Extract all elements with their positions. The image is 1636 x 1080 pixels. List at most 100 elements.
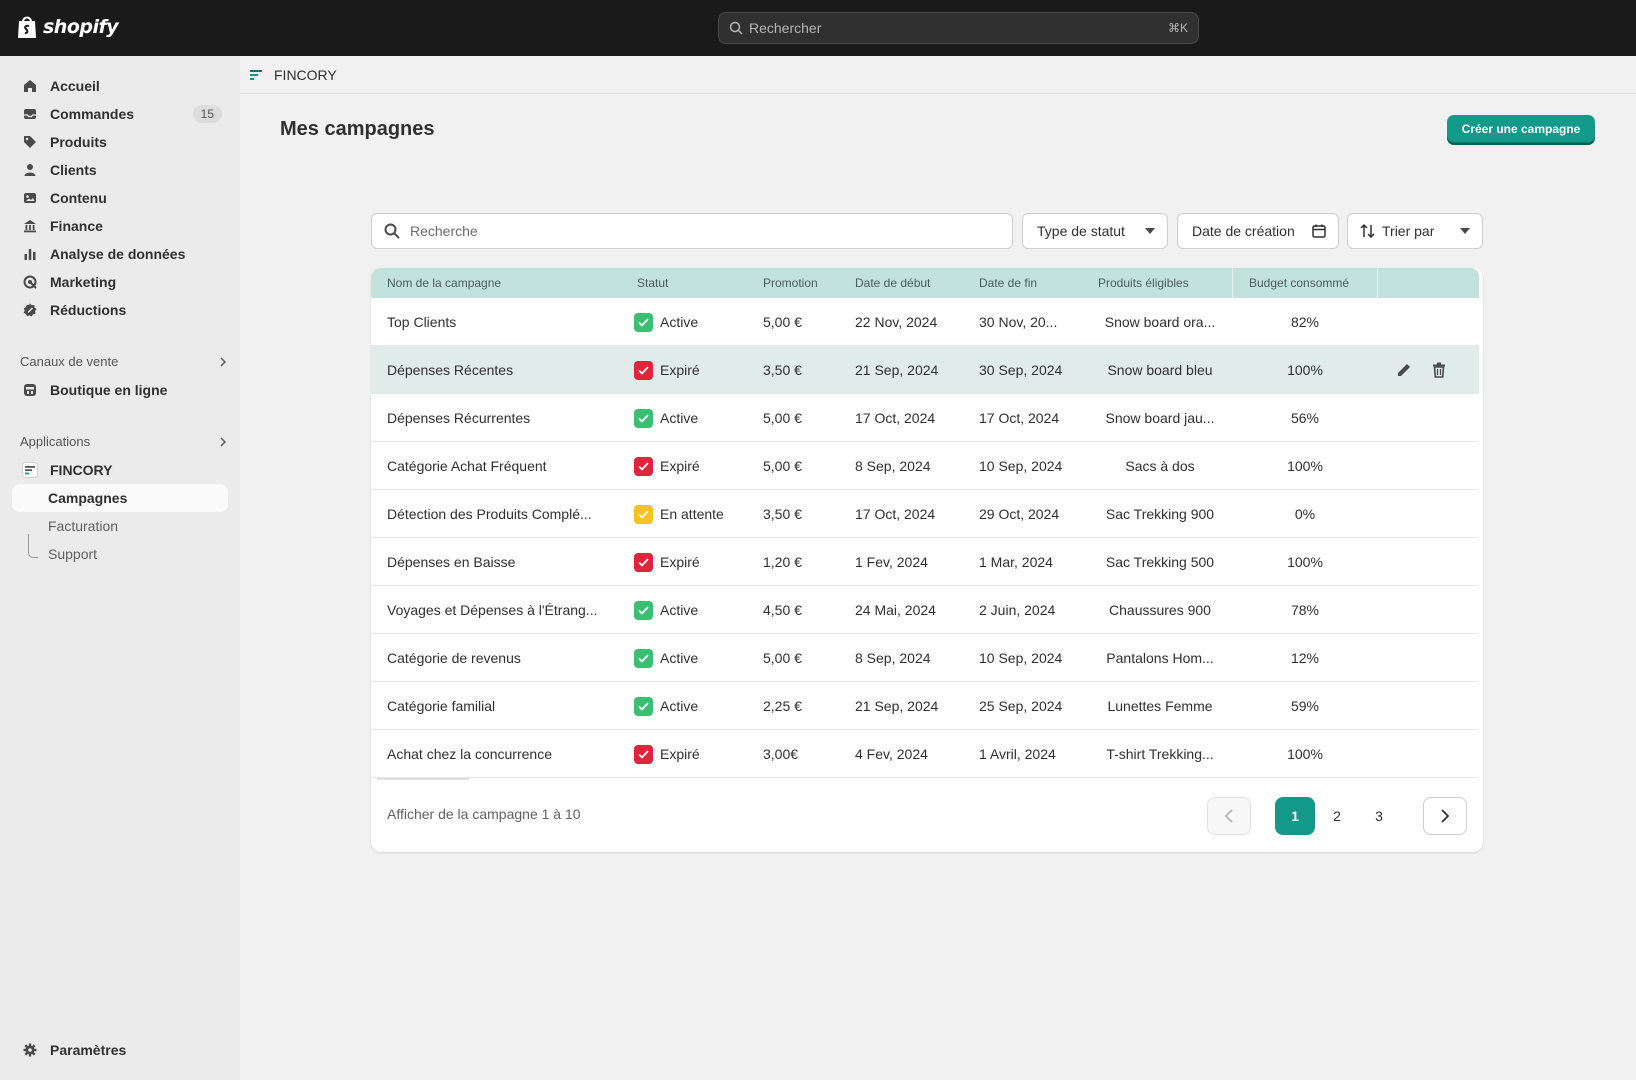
sort-label: Trier par — [1382, 223, 1435, 239]
status-cell: Active — [634, 298, 754, 346]
sidebar-item-marketing[interactable]: Marketing — [12, 268, 228, 296]
create-campaign-button[interactable]: Créer une campagne — [1447, 115, 1595, 143]
table-row[interactable]: Dépenses Récentes Expiré 3,50 € 21 Sep, 202… — [371, 346, 1479, 394]
calendar-icon — [1312, 224, 1326, 238]
end-date: 1 Mar, 2024 — [979, 554, 1053, 570]
column-header[interactable]: Promotion — [763, 276, 818, 290]
caret-down-icon — [1460, 228, 1470, 234]
shopify-logo[interactable]: shopify — [16, 14, 119, 40]
column-header[interactable]: Date de début — [855, 276, 931, 290]
table-row[interactable]: Catégorie Achat Fréquent Expiré 5,00 € 8 Se… — [371, 442, 1479, 490]
sidebar-subitem-facturation[interactable]: Facturation — [48, 518, 119, 534]
table-row[interactable]: Voyages et Dépenses à l'Étrang... Active 4… — [371, 586, 1479, 634]
sidebar-item-produits[interactable]: Produits — [12, 128, 228, 156]
eligible-products: Chaussures 900 — [1109, 602, 1211, 618]
column-header[interactable]: Nom de la campagne — [387, 276, 502, 290]
sidebar-item-accueil[interactable]: Accueil — [12, 72, 228, 100]
promotion-value: 1,20 € — [763, 554, 802, 570]
table-row[interactable]: Dépenses Récurrentes Active 5,00 € 17 Oct, … — [371, 394, 1479, 442]
sort-by-button[interactable]: Trier par — [1347, 213, 1483, 249]
status-label: Active — [660, 698, 699, 714]
start-date: 22 Nov, 2024 — [855, 314, 938, 330]
status-cell: Active — [634, 586, 754, 634]
creation-date-filter[interactable]: Date de création — [1177, 213, 1339, 249]
sidebar-item-reductions[interactable]: Réductions — [12, 296, 228, 324]
end-date: 17 Oct, 2024 — [979, 410, 1060, 426]
global-search-input[interactable]: Rechercher ⌘K — [718, 12, 1199, 44]
sidebar-item-fincory[interactable]: FINCORY — [12, 456, 228, 484]
target-icon — [22, 274, 38, 290]
sidebar-item-label: Produits — [50, 134, 107, 150]
gear-icon — [22, 1042, 38, 1058]
column-header[interactable]: Produits éligibles — [1098, 276, 1189, 290]
page-2-button[interactable]: 2 — [1333, 808, 1341, 824]
sidebar-item-clients[interactable]: Clients — [12, 156, 228, 184]
sidebar-item-finance[interactable]: Finance — [12, 212, 228, 240]
sidebar-item-commandes[interactable]: Commandes 15 — [12, 100, 228, 128]
top-bar: shopify Rechercher ⌘K — [0, 0, 1636, 56]
status-checkbox-icon — [634, 600, 653, 620]
end-date: 30 Nov, 20... — [979, 314, 1058, 330]
checkmark-icon — [638, 413, 649, 423]
column-header[interactable]: Statut — [637, 276, 669, 290]
checkmark-icon — [638, 605, 649, 615]
budget-consumed: 100% — [1287, 458, 1323, 474]
eligible-products: Snow board bleu — [1107, 362, 1213, 378]
previous-page-button[interactable] — [1207, 797, 1251, 835]
status-label: Active — [660, 314, 699, 330]
eligible-products: T-shirt Trekking... — [1106, 746, 1214, 762]
table-row[interactable]: Catégorie familial Active 2,25 € 21 Sep, 20… — [371, 682, 1479, 730]
page-1-button[interactable]: 1 — [1275, 797, 1315, 835]
status-cell: Active — [634, 394, 754, 442]
table-row[interactable]: Top Clients Active 5,00 € 22 Nov, 2024 30 No… — [371, 298, 1479, 346]
section-title: Canaux de vente — [20, 354, 119, 369]
status-cell: Active — [634, 682, 754, 730]
budget-consumed: 12% — [1290, 650, 1320, 666]
next-page-button[interactable] — [1423, 797, 1467, 835]
page-3-button[interactable]: 3 — [1375, 808, 1383, 824]
sidebar-item-analyse[interactable]: Analyse de données — [12, 240, 228, 268]
status-label: Expiré — [660, 458, 700, 474]
status-type-filter[interactable]: Type de statut — [1022, 213, 1168, 249]
budget-consumed: 0% — [1294, 506, 1316, 522]
table-row[interactable]: Catégorie de revenus Active 5,00 € 8 Sep, 2… — [371, 634, 1479, 682]
eligible-products: Sacs à dos — [1125, 458, 1195, 474]
edit-campaign-button[interactable] — [1394, 360, 1414, 380]
tag-icon — [22, 134, 38, 150]
sidebar-item-parametres[interactable]: Paramètres — [12, 1036, 228, 1064]
sidebar-item-boutique-en-ligne[interactable]: Boutique en ligne — [12, 376, 228, 404]
applications-section[interactable]: Applications — [20, 434, 228, 449]
chevron-right-icon — [1441, 809, 1450, 823]
budget-consumed: 59% — [1290, 698, 1320, 714]
sidebar-item-contenu[interactable]: Contenu — [12, 184, 228, 212]
promotion-value: 2,25 € — [763, 698, 802, 714]
column-divider — [1232, 268, 1233, 298]
end-date: 10 Sep, 2024 — [979, 650, 1063, 666]
status-cell: En attente — [634, 490, 754, 538]
delete-campaign-button[interactable] — [1429, 360, 1449, 380]
status-label: Active — [660, 410, 699, 426]
search-icon — [729, 21, 743, 35]
sales-channels-section[interactable]: Canaux de vente — [20, 354, 228, 369]
column-divider — [1377, 268, 1378, 298]
table-row[interactable]: Dépenses en Baisse Expiré 1,20 € 1 Fev, 202… — [371, 538, 1479, 586]
sidebar-subitem-campagnes[interactable]: Campagnes — [12, 484, 228, 512]
orders-count-badge: 15 — [192, 105, 222, 123]
sidebar-subitem-support[interactable]: Support — [48, 546, 98, 562]
column-header[interactable]: Budget consommé — [1249, 276, 1350, 290]
filter-label: Date de création — [1192, 223, 1295, 239]
table-row[interactable]: Achat chez la concurrence Expiré 3,00€ 4 Fe… — [371, 730, 1479, 778]
bank-icon — [22, 218, 38, 234]
promotion-value: 4,50 € — [763, 602, 802, 618]
status-label: Expiré — [660, 746, 700, 762]
sidebar-item-label: Clients — [50, 162, 97, 178]
promotion-value: 5,00 € — [763, 650, 802, 666]
campaign-search-input[interactable]: Recherche — [371, 213, 1013, 249]
table-row[interactable]: Détection des Produits Complé... En atten… — [371, 490, 1479, 538]
checkmark-icon — [638, 509, 649, 519]
promotion-value: 5,00 € — [763, 458, 802, 474]
filter-label: Type de statut — [1037, 223, 1125, 239]
column-header[interactable]: Date de fin — [979, 276, 1038, 290]
pagination-summary: Afficher de la campagne 1 à 10 — [387, 806, 581, 822]
start-date: 24 Mai, 2024 — [855, 602, 936, 618]
